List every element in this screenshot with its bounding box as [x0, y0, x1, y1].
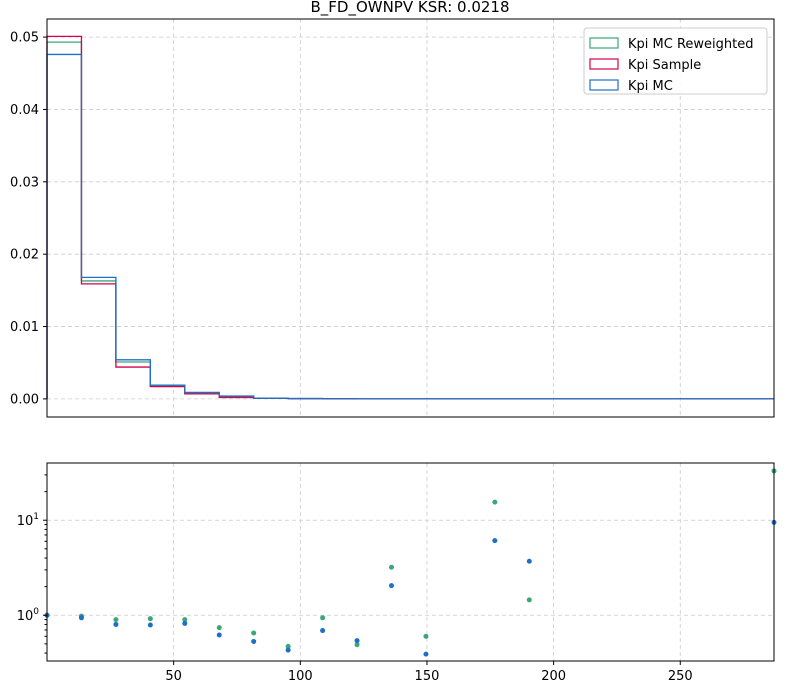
ratio-point-1: [251, 638, 257, 644]
top-histogram-plot: 0.00 0.01 0.02 0.03 0.04 0.05: [10, 18, 775, 418]
ratio-point-1: [320, 628, 326, 634]
ratio-point-0: [354, 642, 360, 648]
ratio-point-0: [216, 625, 222, 631]
ratio-point-0: [113, 617, 119, 623]
bottom-x-tick-label: 50: [165, 669, 182, 684]
bottom-y-tick-label: 101: [17, 512, 39, 529]
bottom-plot-frame: [46, 462, 775, 662]
ratio-point-1: [113, 621, 119, 627]
ratio-point-0: [492, 499, 498, 505]
bottom-x-tick-label: 250: [668, 669, 693, 684]
legend-box: [583, 27, 768, 95]
ratio-point-1: [492, 538, 498, 544]
legend-label-2: Kpi MC: [628, 79, 673, 94]
bottom-ratio-plot: 50 100 150 200 250 100 101: [17, 462, 777, 684]
top-y-tick-label: 0.04: [10, 103, 39, 118]
top-y-tick-label: 0.02: [10, 248, 39, 263]
legend-label-0: Kpi MC Reweighted: [628, 37, 753, 52]
ratio-point-0: [182, 617, 188, 623]
bottom-x-tick-label: 200: [541, 669, 566, 684]
ratio-point-0: [147, 616, 153, 622]
ratio-point-1: [147, 622, 153, 628]
bottom-y-tick-label: 100: [17, 607, 40, 624]
ratio-point-0: [389, 564, 395, 570]
histogram-series-2: [46, 53, 774, 400]
top-y-tick-label: 0.03: [10, 175, 39, 190]
legend-swatch-1: [589, 58, 619, 70]
ratio-point-1: [526, 558, 532, 564]
legend: Kpi MC Reweighted Kpi Sample Kpi MC: [583, 27, 768, 95]
top-y-tick-label: 0.01: [10, 320, 39, 335]
bottom-x-tick-label: 100: [288, 669, 313, 684]
ratio-point-1: [216, 632, 222, 638]
legend-label-1: Kpi Sample: [628, 58, 701, 73]
ratio-point-0: [251, 630, 257, 636]
bottom-x-tick-label: 150: [415, 669, 440, 684]
ratio-point-1: [285, 647, 291, 653]
ratio-point-0: [423, 633, 429, 639]
legend-swatch-0: [589, 37, 619, 49]
ratio-point-1: [423, 651, 429, 657]
ratio-point-1: [78, 615, 84, 621]
legend-swatch-2: [589, 79, 619, 91]
histogram-series-0: [46, 41, 774, 400]
ratio-point-1: [354, 638, 360, 644]
top-y-tick-label: 0.00: [10, 392, 39, 407]
ratio-point-0: [320, 615, 326, 621]
ratio-point-0: [526, 597, 532, 603]
ratio-point-0: [285, 643, 291, 649]
ratio-point-1: [389, 583, 395, 589]
ratio-point-1: [182, 620, 188, 626]
chart-title: B_FD_OWNPV KSR: 0.0218: [310, 0, 509, 17]
top-plot-frame: [46, 18, 775, 418]
top-y-tick-label: 0.05: [10, 31, 39, 46]
